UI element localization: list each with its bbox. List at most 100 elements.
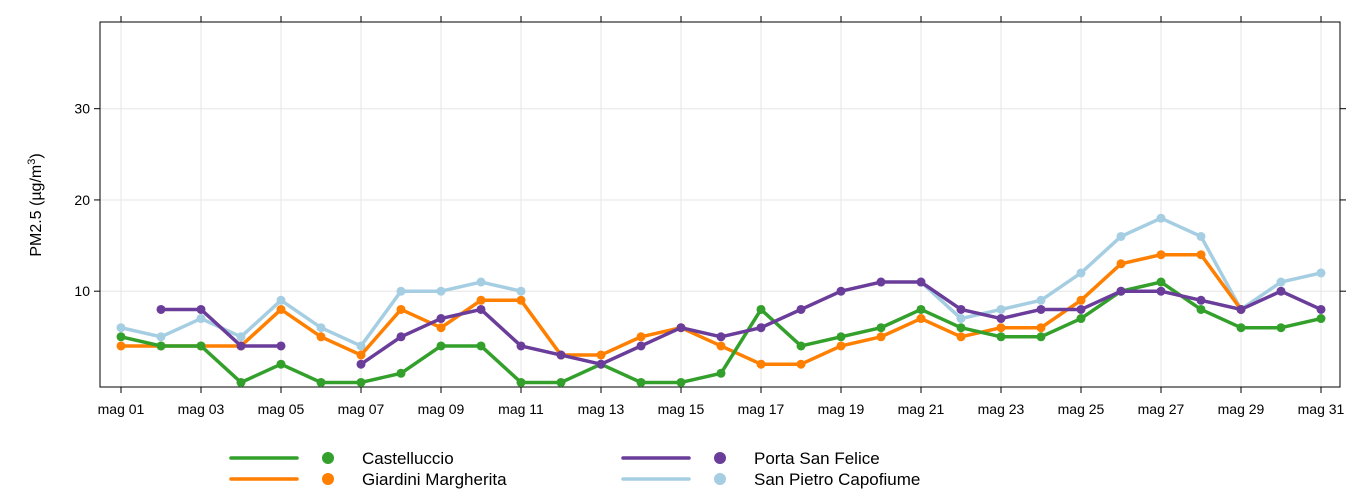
y-tick-label: 30 [74, 101, 90, 117]
legend: Castelluccio Giardini Margherita Porta San… [229, 449, 920, 489]
data-point [836, 286, 846, 296]
legend-item: San Pietro Capofiume [621, 470, 920, 489]
data-point [916, 314, 926, 324]
data-point [716, 368, 726, 378]
data-point [636, 332, 646, 342]
data-point [1076, 295, 1086, 305]
data-point [956, 304, 966, 314]
series-group [116, 213, 1326, 387]
data-point [156, 341, 166, 351]
data-point [516, 341, 526, 351]
legend-label: Porta San Felice [754, 449, 880, 468]
data-point [556, 377, 566, 387]
data-point [476, 304, 486, 314]
data-point [1036, 332, 1046, 342]
data-point [1076, 268, 1086, 278]
data-point [476, 295, 486, 305]
legend-point-swatch [322, 452, 334, 464]
data-point [956, 314, 966, 324]
data-point [1316, 314, 1326, 324]
data-point [996, 332, 1006, 342]
data-point [956, 323, 966, 333]
data-point [1196, 295, 1206, 305]
data-point [996, 323, 1006, 333]
data-point [1076, 314, 1086, 324]
data-point [1276, 286, 1286, 296]
data-point [876, 332, 886, 342]
x-tick-label: mag 19 [818, 401, 865, 417]
series-line [119, 216, 1323, 348]
data-point [556, 350, 566, 360]
x-tick-label: mag 07 [338, 401, 385, 417]
data-point [276, 304, 286, 314]
x-tick-label: mag 17 [738, 401, 785, 417]
data-point [316, 332, 326, 342]
data-point [1036, 323, 1046, 333]
plot-frame [99, 21, 1341, 388]
data-point [436, 341, 446, 351]
data-point [1116, 231, 1126, 241]
grid-lines [100, 22, 1340, 387]
data-point [516, 377, 526, 387]
data-point [796, 341, 806, 351]
data-point [1036, 295, 1046, 305]
data-point [1276, 323, 1286, 333]
y-axis-label: PM2.5 (µg/m3) [26, 153, 45, 256]
data-point [356, 359, 366, 369]
data-point [236, 332, 246, 342]
data-point [716, 332, 726, 342]
data-point [276, 359, 286, 369]
data-point [1116, 286, 1126, 296]
data-point [116, 323, 126, 333]
data-point [1196, 304, 1206, 314]
data-point [676, 377, 686, 387]
data-point [516, 286, 526, 296]
data-point [916, 277, 926, 287]
data-point [1156, 277, 1166, 287]
data-point [316, 323, 326, 333]
data-point [1236, 304, 1246, 314]
series-castelluccio [116, 277, 1326, 387]
data-point [476, 277, 486, 287]
data-point [396, 286, 406, 296]
data-point [756, 323, 766, 333]
x-tick-label: mag 29 [1218, 401, 1265, 417]
data-point [276, 341, 286, 351]
data-point [1076, 304, 1086, 314]
x-tick-label: mag 03 [178, 401, 225, 417]
legend-label: Giardini Margherita [362, 470, 507, 489]
legend-item: Porta San Felice [621, 449, 880, 468]
series-line [159, 280, 1323, 366]
x-tick-label: mag 21 [898, 401, 945, 417]
legend-point-swatch [322, 473, 334, 485]
x-tick-label: mag 09 [418, 401, 465, 417]
data-point [876, 277, 886, 287]
data-point [676, 323, 686, 333]
legend-label: Castelluccio [362, 449, 454, 468]
data-point [996, 314, 1006, 324]
data-point [276, 295, 286, 305]
x-tick-label: mag 01 [98, 401, 145, 417]
x-tick-label: mag 27 [1138, 401, 1185, 417]
x-tick-label: mag 15 [658, 401, 705, 417]
data-point [756, 359, 766, 369]
data-point [116, 332, 126, 342]
y-axis-label-close: ) [28, 153, 45, 158]
data-point [356, 341, 366, 351]
legend-item: Giardini Margherita [229, 470, 507, 489]
legend-point-swatch [714, 452, 726, 464]
data-point [956, 332, 966, 342]
data-point [1036, 304, 1046, 314]
data-point [1236, 323, 1246, 333]
data-point [236, 341, 246, 351]
data-point [156, 332, 166, 342]
data-point [636, 377, 646, 387]
y-axis-label-superscript: 3 [26, 159, 38, 165]
data-point [316, 377, 326, 387]
data-point [396, 304, 406, 314]
data-point [836, 332, 846, 342]
data-point [636, 341, 646, 351]
data-point [196, 314, 206, 324]
data-point [436, 323, 446, 333]
